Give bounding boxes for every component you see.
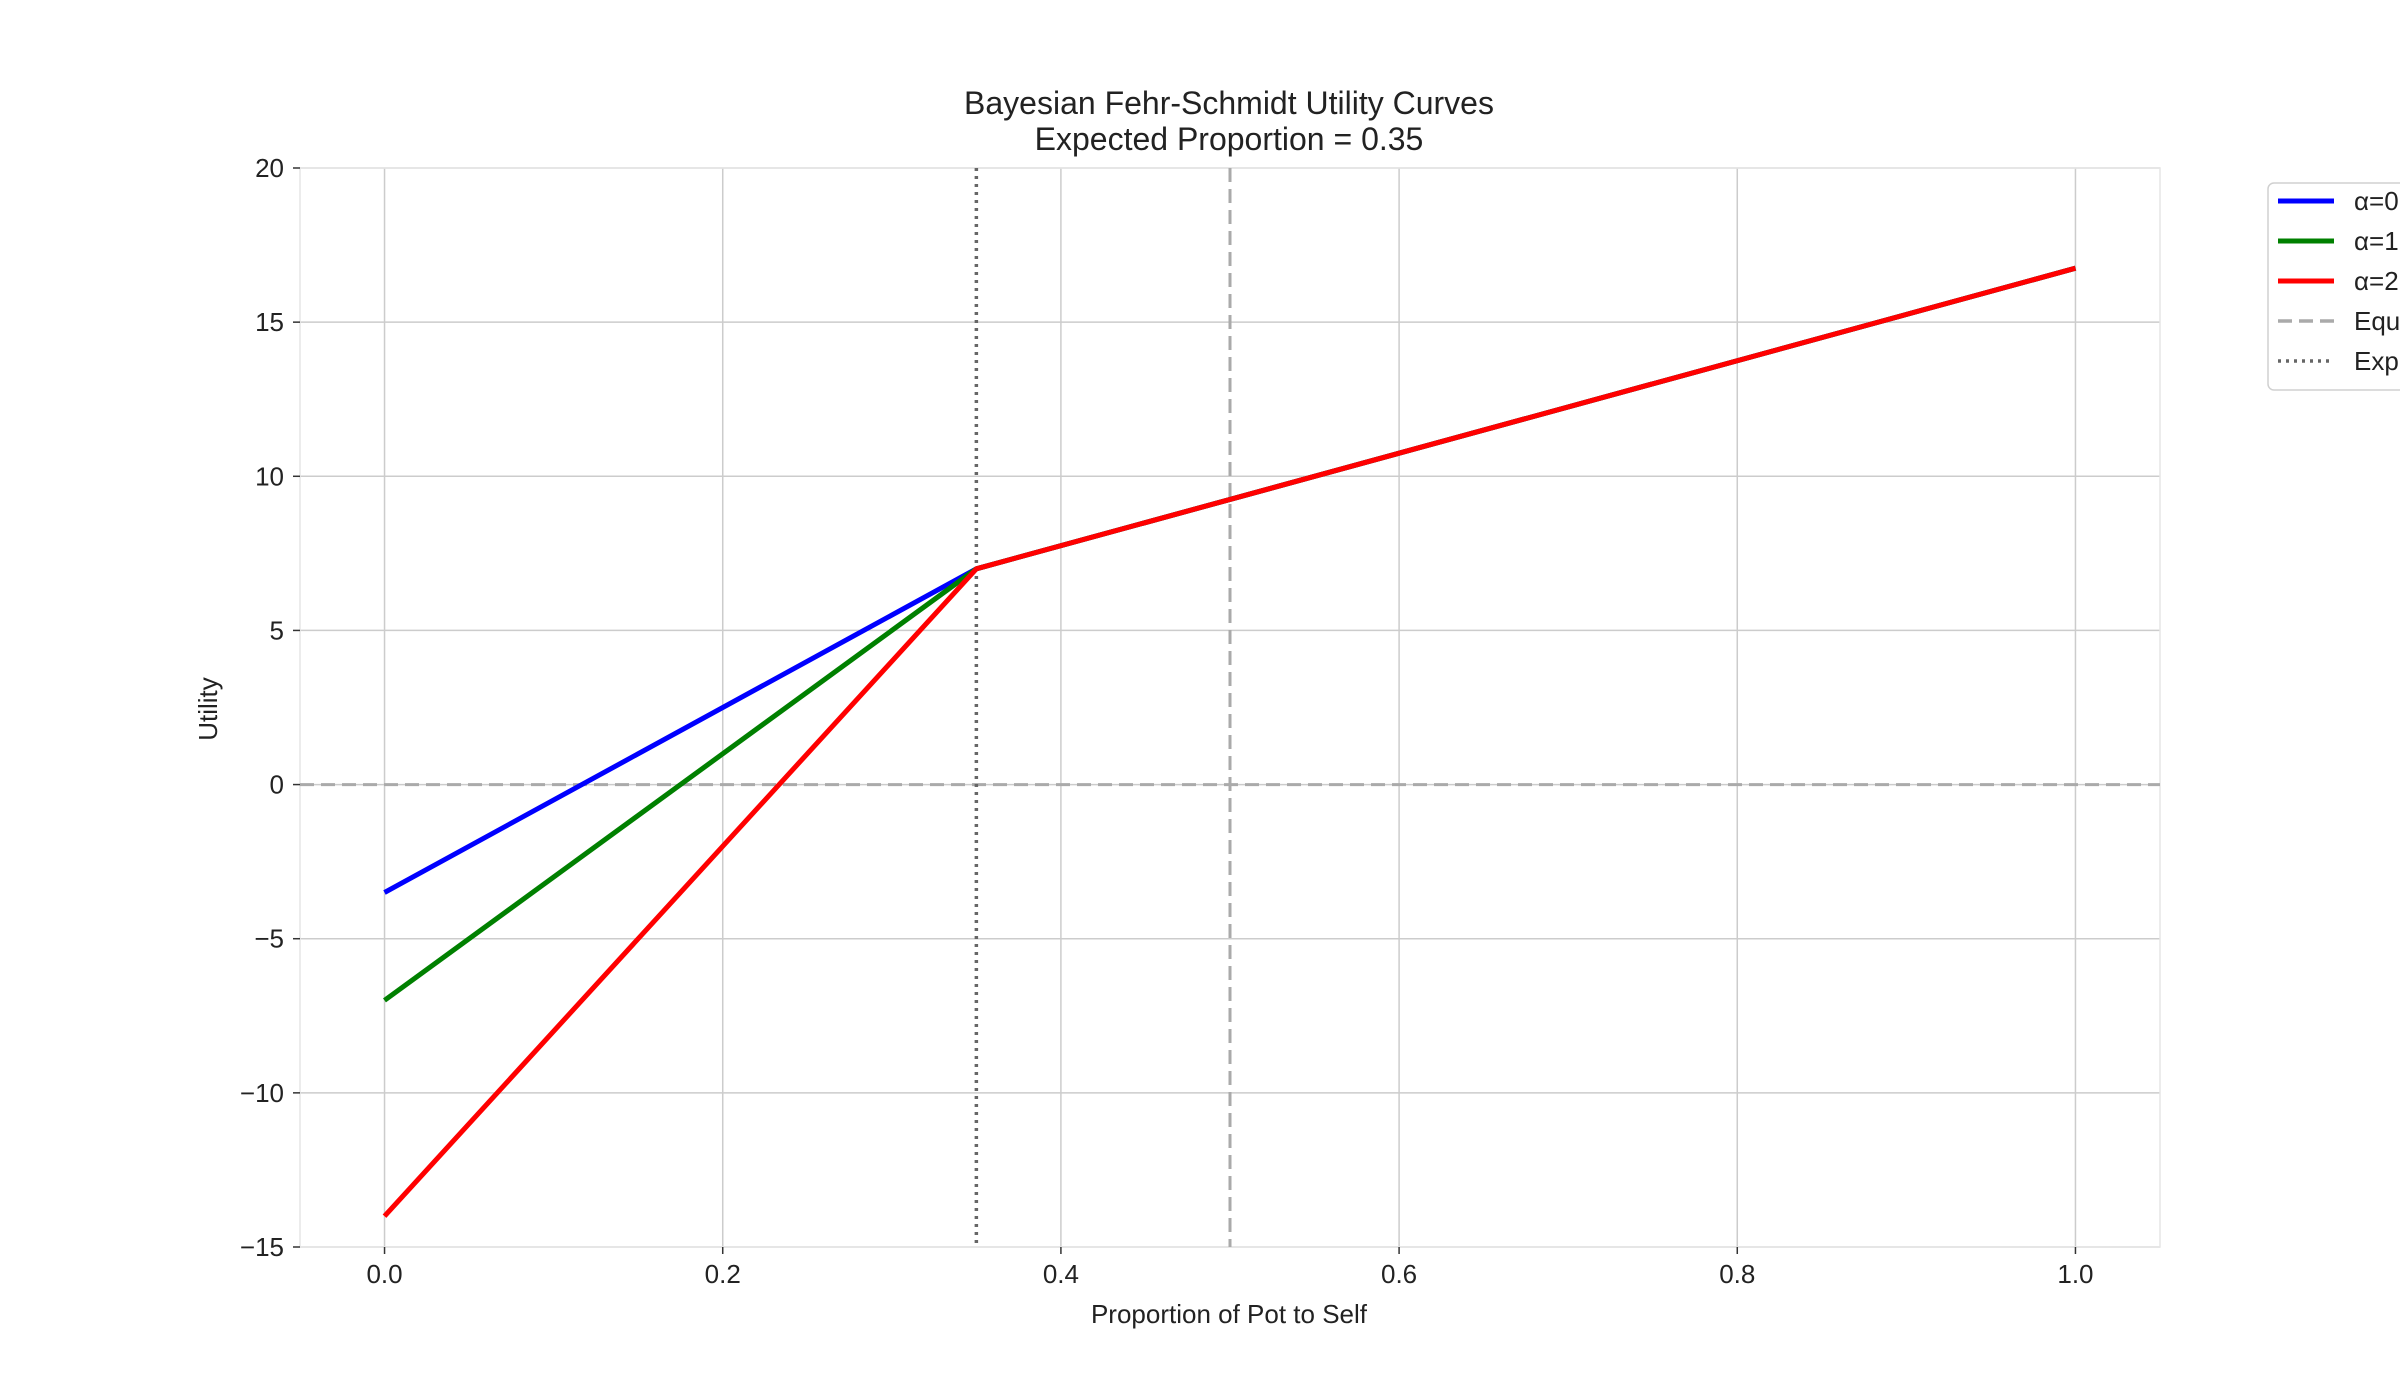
y-tick-label: 20 bbox=[255, 153, 284, 183]
y-tick-label: −10 bbox=[240, 1078, 284, 1108]
legend-box bbox=[2267, 182, 2400, 391]
x-tick-label: 0.8 bbox=[1719, 1259, 1755, 1289]
x-tick-label: 1.0 bbox=[2057, 1259, 2093, 1289]
x-axis-label: Proportion of Pot to Self bbox=[1091, 1299, 1368, 1329]
series-line-2 bbox=[382, 265, 2077, 1218]
x-tick-label: 0.2 bbox=[705, 1259, 741, 1289]
y-tick-label: 5 bbox=[270, 615, 284, 645]
y-axis-label: Utility bbox=[193, 677, 223, 741]
plot-area: 0.0 0.2 0.4 0.6 0.8 1.0 −15 −10 −5 0 5 10 15 20 bbox=[240, 153, 2161, 1289]
legend-label: α=1 bbox=[2354, 226, 2399, 256]
legend-label: α=2 bbox=[2354, 266, 2399, 296]
y-tick-label: −15 bbox=[240, 1232, 284, 1262]
legend-label: Exp bbox=[2354, 346, 2399, 376]
x-tick-label: 0.6 bbox=[1381, 1259, 1417, 1289]
legend: α=0 α=1 α=2 Equ Exp bbox=[2267, 182, 2400, 391]
chart-title: Bayesian Fehr-Schmidt Utility Curves bbox=[964, 85, 1494, 121]
legend-label: α=0 bbox=[2354, 186, 2399, 216]
y-tick-label: 15 bbox=[255, 307, 284, 337]
x-tick-label: 0.0 bbox=[366, 1259, 402, 1289]
y-tick-label: 10 bbox=[255, 461, 284, 491]
y-tick-label: −5 bbox=[254, 924, 284, 954]
y-tick-label: 0 bbox=[270, 770, 284, 800]
legend-label: Equ bbox=[2354, 306, 2400, 336]
x-tick-label: 0.4 bbox=[1043, 1259, 1079, 1289]
chart-subtitle: Expected Proportion = 0.35 bbox=[1035, 121, 1424, 157]
